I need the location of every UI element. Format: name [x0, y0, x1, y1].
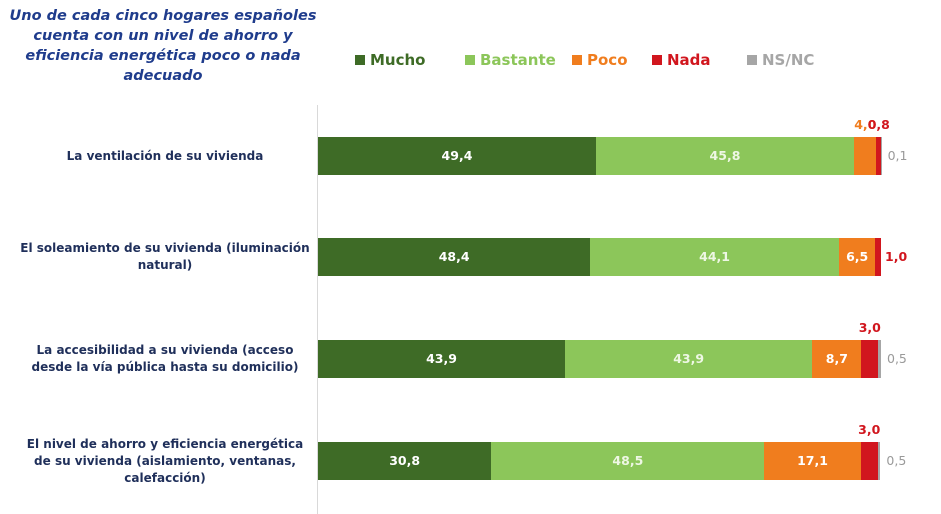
data-label: 30,8: [389, 453, 421, 468]
data-label: 0,5: [886, 453, 907, 468]
legend-swatch: [652, 55, 662, 65]
data-label: 48,4: [438, 249, 470, 264]
bar-segment: [878, 340, 881, 378]
legend-item: NS/NC: [747, 50, 814, 70]
data-label: 3,0: [858, 320, 881, 335]
category-label: La ventilación de su vivienda: [66, 148, 264, 163]
legend-item: Nada: [652, 50, 711, 70]
data-label: 43,9: [426, 351, 457, 366]
category-label: El soleamiento de su vivienda (iluminaci…: [20, 241, 310, 272]
legend-label: NS/NC: [762, 51, 815, 69]
legend-label: Nada: [667, 51, 711, 69]
data-label: 48,5: [612, 453, 644, 468]
data-label: 6,5: [846, 249, 869, 264]
data-label: 49,4: [441, 148, 473, 163]
bar-segment: [860, 442, 878, 480]
legend-item: Poco: [572, 50, 628, 70]
legend-label: Bastante: [480, 51, 556, 69]
bar-segment: [590, 238, 839, 276]
bar-segment: [596, 137, 854, 175]
axis-line: [317, 105, 318, 514]
bar-segment: [877, 442, 881, 480]
data-label: 0,1: [887, 148, 908, 163]
data-label: 44,1: [699, 249, 730, 264]
legend-label: Mucho: [370, 51, 426, 69]
legend-label: Poco: [587, 51, 628, 69]
legend-swatch: [465, 55, 475, 65]
bar-segment: [565, 340, 813, 378]
category-label: El nivel de ahorro y eficiencia energéti…: [26, 436, 304, 485]
data-label: 43,9: [673, 351, 705, 366]
category-label: La accesibilidad a su vivienda (acceso d…: [31, 343, 299, 374]
bar-segment: [876, 137, 881, 175]
legend-item: Bastante: [465, 50, 556, 70]
bar-segment: [853, 137, 877, 175]
legend-item: Mucho: [355, 50, 425, 70]
chart-title: Uno de cada cinco hogares españoles cuen…: [9, 8, 317, 84]
data-label: 45,8: [709, 148, 741, 163]
data-label: 0,8: [867, 117, 890, 132]
bar-segment: [764, 442, 861, 480]
data-label: 17,1: [797, 453, 828, 468]
bar-segment: [318, 238, 591, 276]
bar-segment: [318, 442, 492, 480]
data-label: 8,7: [825, 351, 848, 366]
bar-segment: [491, 442, 765, 480]
data-label: 3,0: [858, 422, 881, 437]
data-label: 4,0: [854, 117, 877, 132]
data-label: 1,0: [885, 249, 908, 264]
data-label: 0,5: [887, 351, 907, 366]
bar-segment: [875, 238, 881, 276]
bar-segment: [838, 238, 876, 276]
bar-segment: [812, 340, 862, 378]
legend-swatch: [355, 55, 365, 65]
bar-segment: [861, 340, 879, 378]
bar-segment: [318, 137, 597, 175]
bar-segment: [881, 137, 882, 175]
bar-segment: [318, 340, 566, 378]
legend-swatch: [747, 55, 757, 65]
legend-swatch: [572, 55, 582, 65]
